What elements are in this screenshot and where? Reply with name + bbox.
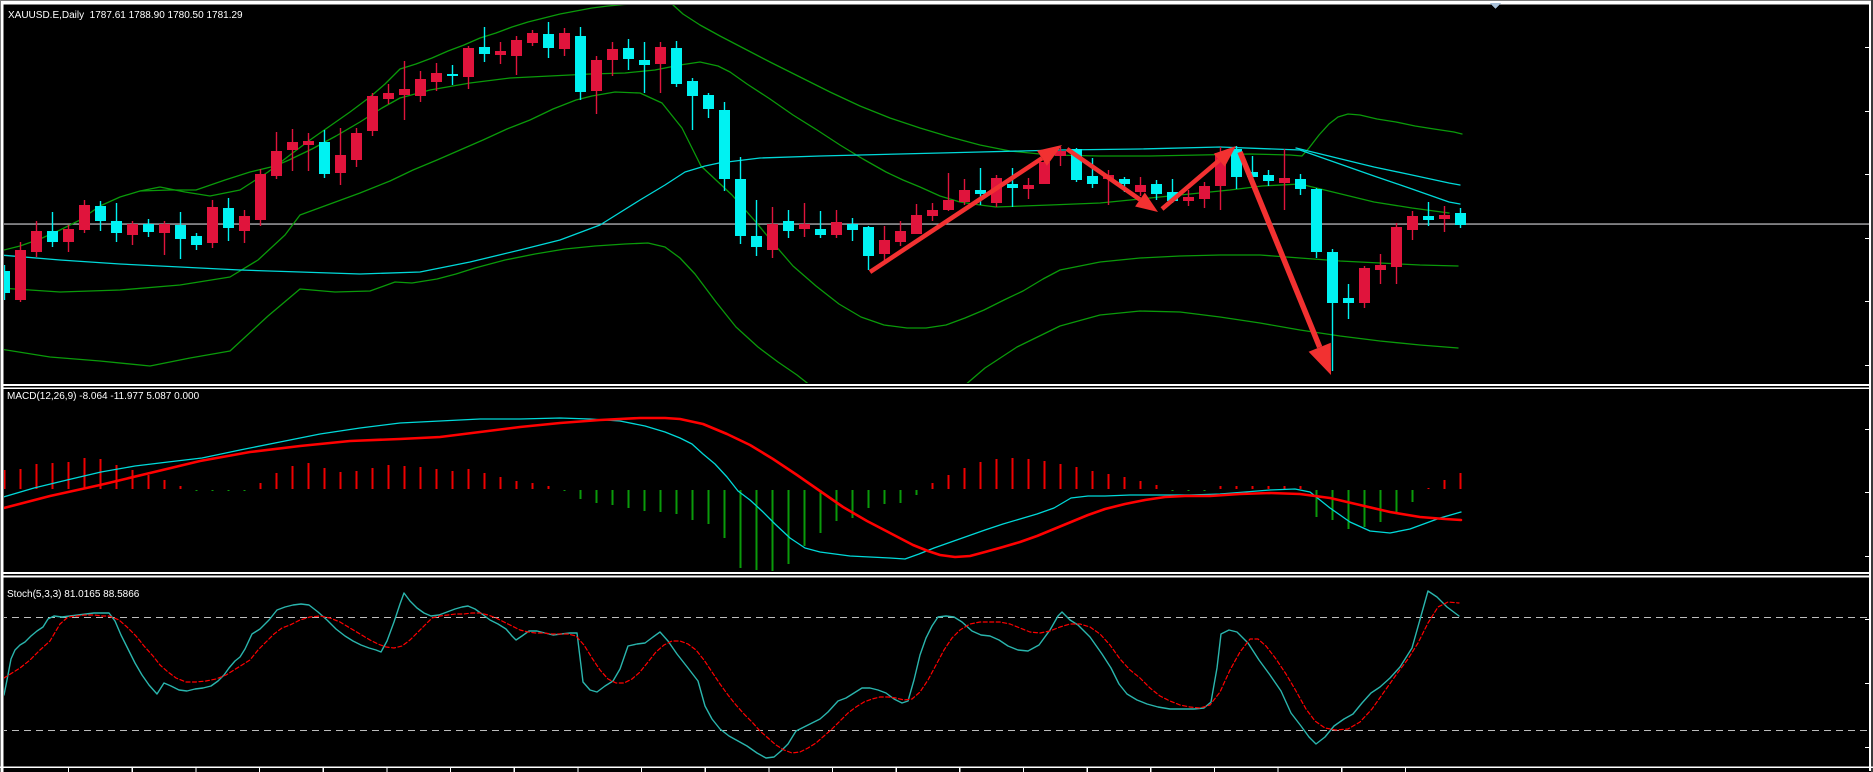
svg-text:MACD(12,26,9) -8.064 -11.977 5: MACD(12,26,9) -8.064 -11.977 5.087 0.000 xyxy=(7,391,200,402)
svg-text:XAUUSD.E,Daily 1787.61 1788.9: XAUUSD.E,Daily 1787.61 1788.90 1780.50 1… xyxy=(8,10,243,21)
svg-text:Stoch(5,3,3) 81.0165 88.5866: Stoch(5,3,3) 81.0165 88.5866 xyxy=(7,589,140,600)
